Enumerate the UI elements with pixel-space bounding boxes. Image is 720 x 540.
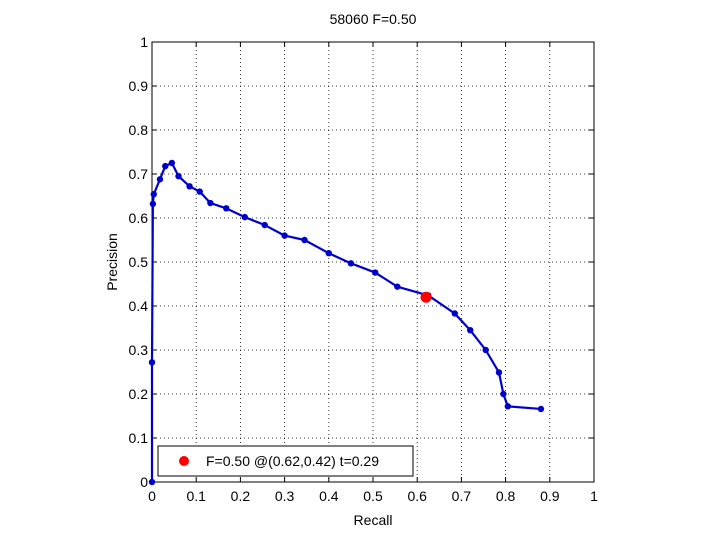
y-tick-label: 0.3 [129, 342, 149, 358]
y-tick-label: 0.7 [129, 166, 149, 182]
y-tick-label: 0.2 [129, 386, 149, 402]
pr-curve-point [168, 159, 176, 167]
best-f-point [420, 291, 432, 303]
x-tick-label: 0.6 [407, 488, 427, 504]
x-axis-title: Recall [354, 512, 393, 528]
pr-curve-point [148, 359, 156, 366]
y-tick-label: 0.5 [129, 254, 149, 270]
chart-title: 58060 F=0.50 [330, 11, 417, 27]
x-tick-label: 0.8 [496, 488, 516, 504]
legend-box [157, 445, 414, 477]
x-tick-label: 1 [590, 488, 598, 504]
y-tick-label: 0.6 [129, 210, 149, 226]
pr-curve-point [504, 403, 512, 410]
pr-curve-point [156, 176, 164, 183]
pr-curve-point [186, 183, 193, 190]
pr-curve-point [500, 390, 507, 398]
pr-curve-point [175, 173, 182, 180]
ticks: 0 0.1 0.2 0.3 0.4 0.5 0.6 0.7 0.8 0.9 1 0 0.1 0.2 0.3 0… [129, 34, 599, 504]
grid [152, 42, 594, 482]
pr-curve-point [495, 369, 503, 376]
pr-curve-point [301, 236, 308, 244]
y-tick-label: 0 [140, 474, 148, 490]
y-tick-label: 1 [140, 34, 148, 50]
pr-curve-point [325, 250, 332, 257]
x-tick-label: 0.3 [275, 488, 295, 504]
pr-curve-point [241, 213, 249, 221]
pr-curve-point [207, 199, 214, 207]
y-tick-label: 0.1 [129, 430, 149, 446]
series [148, 159, 545, 486]
x-tick-label: 0.4 [319, 488, 339, 504]
highlight [420, 291, 432, 303]
legend-label: F=0.50 @(0.62,0.42) t=0.29 [206, 453, 379, 469]
x-tick-label: 0.2 [231, 488, 251, 504]
pr-curve-point [347, 260, 355, 267]
x-tick-label: 0.1 [186, 488, 206, 504]
pr-curve-point [482, 346, 489, 354]
pr-curve-point [394, 283, 401, 290]
pr-curve-point [451, 310, 458, 317]
x-tick-label: 0 [148, 488, 156, 504]
x-tick-label: 0.7 [452, 488, 472, 504]
pr-curve-point [223, 205, 230, 212]
y-tick-label: 0.4 [129, 298, 149, 314]
pr-curve-point [467, 327, 474, 334]
pr-curve-point [149, 200, 157, 208]
pr-curve-point [281, 232, 288, 239]
x-tick-label: 0.5 [363, 488, 383, 504]
y-axis-title: Precision [104, 233, 120, 291]
pr-curve-point [162, 162, 169, 170]
pr-curve-point [372, 269, 379, 276]
pr-curve-point [537, 405, 545, 413]
legend: F=0.50 @(0.62,0.42) t=0.29 [157, 445, 414, 477]
legend-marker [179, 456, 189, 466]
pr-curve-point [150, 191, 157, 198]
pr-curve-line [150, 161, 542, 482]
pr-curve-point [148, 478, 156, 486]
pr-curve-point [261, 221, 268, 229]
x-tick-label: 0.9 [540, 488, 560, 504]
y-tick-label: 0.8 [129, 122, 149, 138]
y-tick-label: 0.9 [129, 78, 149, 94]
pr-curve-point [196, 188, 203, 195]
